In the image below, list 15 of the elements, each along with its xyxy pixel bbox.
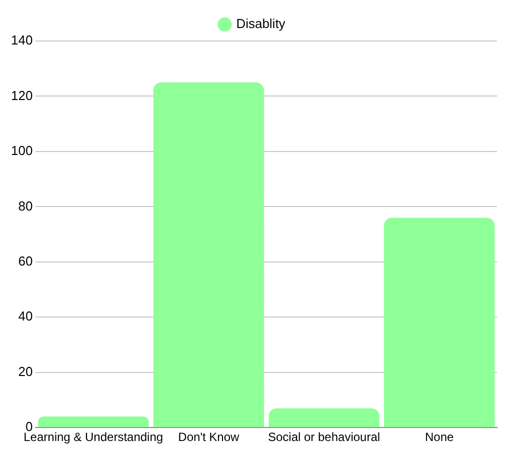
- y-tick-label: 120: [10, 88, 33, 103]
- y-tick-label: 140: [10, 32, 33, 48]
- y-tick-label: 100: [10, 143, 33, 158]
- bar: [268, 408, 380, 428]
- bar: [38, 416, 149, 428]
- x-tick-label: Social or behavioural: [268, 430, 380, 444]
- legend-label: Disablity: [236, 16, 286, 32]
- y-tick-label: 40: [18, 308, 33, 324]
- y-tick-label: 80: [18, 198, 33, 214]
- bar: [153, 82, 264, 428]
- x-tick-label: Don't Know: [178, 430, 240, 444]
- x-tick-label: None: [424, 430, 454, 444]
- bar: [384, 218, 495, 428]
- y-tick-label: 20: [18, 364, 33, 379]
- y-tick-label: 60: [18, 253, 33, 268]
